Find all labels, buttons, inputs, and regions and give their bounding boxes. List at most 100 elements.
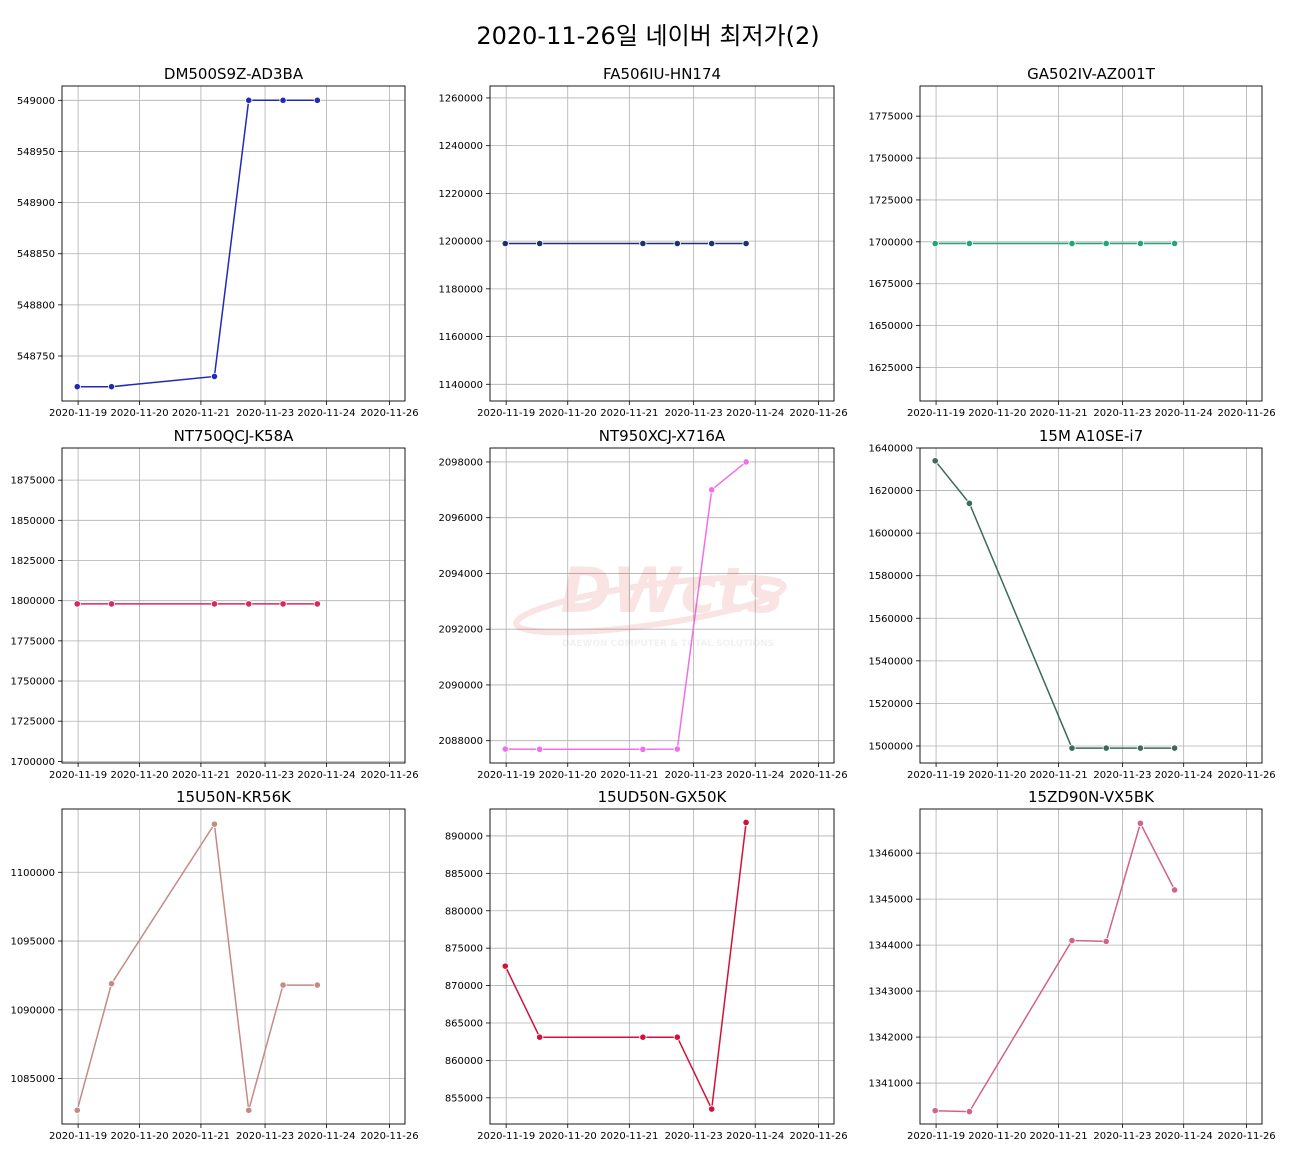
chart-title: 15ZD90N-VX5BK [1028, 788, 1155, 806]
x-tick-label: 2020-11-20 [539, 408, 597, 419]
y-tick-label: 1500000 [868, 741, 913, 752]
chart-title: 15M A10SE-i7 [1039, 427, 1143, 445]
x-tick-label: 2020-11-19 [477, 1131, 535, 1142]
chart-title: 15U50N-KR56K [176, 788, 292, 806]
data-point [673, 745, 681, 753]
x-tick-label: 2020-11-23 [236, 408, 294, 419]
x-tick-label: 2020-11-23 [1093, 770, 1151, 781]
x-tick-label: 2020-11-24 [1155, 770, 1213, 781]
data-point [210, 600, 219, 608]
data-point [501, 239, 509, 248]
x-tick-label: 2020-11-19 [907, 770, 965, 781]
data-point [245, 600, 253, 608]
y-tick-label: 1750000 [10, 677, 55, 688]
y-tick-label: 1560000 [868, 614, 913, 625]
y-tick-label: 2096000 [438, 513, 483, 524]
data-point [73, 383, 81, 391]
x-tick-label: 2020-11-23 [236, 1131, 294, 1142]
x-tick-label: 2020-11-24 [297, 770, 355, 781]
y-tick-label: 890000 [445, 831, 483, 842]
data-point [1068, 744, 1076, 752]
y-tick-label: 1850000 [10, 516, 55, 527]
data-point [931, 1107, 939, 1115]
data-point [245, 96, 253, 104]
x-tick-label: 2020-11-26 [1218, 1131, 1276, 1142]
x-tick-label: 2020-11-19 [907, 408, 965, 419]
x-tick-label: 2020-11-23 [1093, 408, 1151, 419]
data-point [742, 818, 750, 827]
x-tick-label: 2020-11-20 [968, 1131, 1026, 1142]
series-line [76, 821, 318, 1111]
x-tick-label: 2020-11-23 [665, 1131, 723, 1142]
data-point [1102, 239, 1110, 248]
figure-title: 2020-11-26일 네이버 최저가(2) [476, 22, 819, 50]
y-tick-label: 880000 [445, 906, 483, 917]
data-point [742, 458, 750, 466]
x-tick-label: 2020-11-20 [539, 770, 597, 781]
data-point [1102, 744, 1110, 752]
data-point [1136, 744, 1145, 752]
y-tick-label: 1343000 [868, 987, 913, 998]
y-tick-label: 1346000 [868, 849, 913, 860]
x-tick-label: 2020-11-20 [110, 408, 168, 419]
data-point [210, 820, 219, 828]
y-tick-label: 1100000 [10, 868, 55, 879]
data-point [1068, 239, 1076, 248]
x-tick-label: 2020-11-20 [539, 1131, 597, 1142]
y-tick-label: 548750 [17, 352, 55, 363]
x-tick-label: 2020-11-21 [172, 1131, 230, 1142]
series-line [77, 99, 318, 388]
y-tick-label: 1220000 [438, 189, 483, 200]
y-tick-label: 2088000 [438, 736, 483, 747]
x-tick-label: 2020-11-21 [1029, 770, 1087, 781]
x-tick-label: 2020-11-19 [477, 770, 535, 781]
y-tick-label: 1344000 [868, 941, 913, 952]
y-tick-label: 870000 [445, 981, 483, 992]
y-tick-label: 1260000 [438, 93, 483, 104]
x-tick-label: 2020-11-26 [361, 1131, 419, 1142]
x-tick-label: 2020-11-24 [726, 408, 784, 419]
data-point [965, 499, 974, 507]
y-tick-label: 1090000 [10, 1005, 55, 1016]
x-tick-label: 2020-11-21 [172, 408, 230, 419]
data-point [501, 745, 509, 753]
watermark-tagline: DAEWON COMPUTER & TOTAL SOLUTIONS [562, 639, 774, 649]
data-point [73, 600, 81, 608]
plot-frame [489, 85, 835, 402]
data-point [536, 239, 544, 248]
data-point [107, 383, 116, 391]
x-tick-label: 2020-11-26 [1218, 408, 1276, 419]
data-point [965, 239, 974, 248]
plot-frame [61, 447, 406, 764]
plot-frame [919, 808, 1263, 1125]
y-tick-label: 1725000 [10, 717, 55, 728]
y-tick-label: 2092000 [438, 625, 483, 636]
x-tick-label: 2020-11-19 [49, 1131, 107, 1142]
x-tick-label: 2020-11-23 [665, 408, 723, 419]
y-tick-label: 548950 [17, 147, 55, 158]
y-tick-label: 1600000 [868, 529, 913, 540]
x-tick-label: 2020-11-23 [236, 770, 294, 781]
data-point [639, 745, 647, 753]
x-tick-label: 2020-11-20 [110, 770, 168, 781]
x-tick-label: 2020-11-21 [1029, 408, 1087, 419]
y-tick-label: 548800 [17, 300, 55, 311]
data-point [313, 981, 321, 989]
data-point [1171, 744, 1179, 752]
data-point [708, 239, 716, 248]
data-point [279, 600, 287, 608]
x-tick-label: 2020-11-26 [789, 1131, 847, 1142]
x-tick-label: 2020-11-23 [1093, 1131, 1151, 1142]
data-point [742, 239, 750, 248]
y-tick-label: 1750000 [868, 154, 913, 165]
series-line [504, 822, 747, 1112]
chart-panel: 15U50N-KR56K 2020-11-19 2020-11-20 2020-11-… [10, 788, 418, 1142]
x-tick-label: 2020-11-21 [600, 770, 658, 781]
x-tick-label: 2020-11-20 [968, 770, 1026, 781]
y-tick-label: 1800000 [10, 596, 55, 607]
